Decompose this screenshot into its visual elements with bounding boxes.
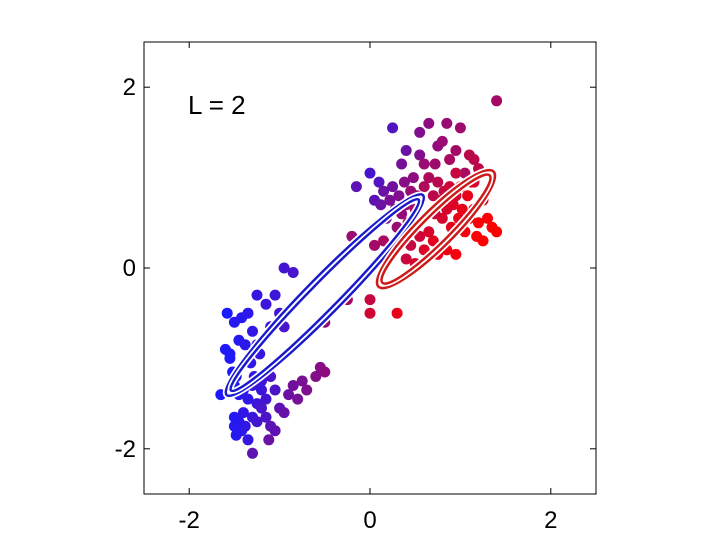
- x-tick-label: 0: [363, 507, 376, 534]
- data-point: [378, 185, 390, 197]
- data-point: [450, 248, 462, 260]
- data-point: [278, 407, 290, 419]
- component-ellipse: [380, 173, 492, 285]
- data-point: [251, 416, 263, 428]
- data-point: [378, 235, 390, 247]
- data-point: [423, 172, 435, 184]
- data-point: [247, 447, 258, 459]
- data-point: [369, 239, 380, 251]
- data-point: [477, 235, 489, 247]
- data-point: [239, 339, 251, 351]
- data-point: [260, 393, 272, 405]
- data-point: [242, 393, 254, 405]
- data-point: [375, 199, 387, 211]
- data-point: [287, 380, 299, 391]
- data-point: [447, 199, 459, 211]
- data-point: [256, 384, 267, 396]
- y-tick-label: 2: [123, 74, 136, 101]
- data-point: [269, 425, 281, 437]
- tick-layer: -2 0 2 -2 0 2: [115, 42, 596, 534]
- y-tick-label: 0: [123, 255, 136, 282]
- data-point: [260, 411, 272, 423]
- data-point: [239, 420, 251, 432]
- data-point: [319, 366, 331, 378]
- data-point: [454, 122, 466, 134]
- data-point: [418, 158, 430, 170]
- data-point: [491, 95, 503, 107]
- data-point: [468, 154, 480, 165]
- data-point: [432, 176, 444, 188]
- data-point: [423, 226, 435, 238]
- annotation-label: L = 2: [188, 90, 246, 120]
- data-point: [247, 325, 258, 337]
- data-point: [441, 117, 453, 129]
- data-point: [221, 307, 233, 319]
- data-point: [393, 190, 405, 202]
- data-point: [224, 348, 236, 360]
- data-point: [263, 434, 275, 446]
- data-point: [287, 267, 299, 278]
- data-point: [444, 154, 456, 165]
- data-point: [482, 212, 493, 224]
- data-point: [301, 384, 313, 396]
- data-point: [278, 262, 290, 274]
- data-point: [350, 181, 362, 193]
- component-ellipse: [224, 193, 426, 398]
- data-point: [364, 294, 376, 306]
- component-ellipse: [375, 168, 497, 290]
- data-point: [462, 190, 474, 202]
- data-point: [391, 307, 403, 319]
- data-point: [364, 307, 376, 319]
- data-point: [414, 230, 426, 242]
- data-point: [436, 212, 448, 224]
- data-point: [427, 235, 439, 247]
- data-point: [398, 176, 410, 188]
- data-point: [456, 203, 468, 215]
- data-point: [260, 298, 272, 310]
- data-point: [242, 434, 254, 446]
- ellipse-layer: [222, 167, 498, 399]
- data-point: [418, 181, 430, 193]
- data-point: [400, 145, 412, 156]
- data-point: [414, 126, 426, 138]
- data-point: [436, 135, 448, 147]
- data-point: [414, 149, 426, 161]
- data-point: [387, 181, 399, 193]
- data-point: [396, 158, 408, 170]
- data-point: [292, 393, 304, 405]
- x-tick-label: 2: [544, 507, 557, 534]
- data-point: [256, 402, 267, 414]
- data-point: [491, 226, 503, 238]
- data-point: [296, 375, 308, 387]
- data-point: [473, 217, 484, 229]
- data-point: [237, 407, 249, 419]
- data-point: [373, 176, 385, 188]
- data-point: [251, 289, 263, 301]
- data-point: [450, 167, 462, 179]
- data-point: [400, 253, 412, 265]
- y-tick-label: -2: [115, 436, 136, 463]
- data-point: [384, 194, 396, 206]
- data-point: [450, 145, 462, 156]
- data-point: [310, 371, 322, 382]
- data-point: [423, 117, 435, 129]
- component-ellipse: [229, 197, 421, 393]
- data-point: [364, 167, 376, 179]
- data-point: [429, 158, 441, 170]
- data-point: [242, 307, 254, 319]
- data-point: [269, 289, 281, 301]
- data-point: [407, 172, 419, 184]
- x-tick-label: -2: [179, 507, 200, 534]
- data-point: [387, 122, 399, 134]
- data-point: [269, 384, 281, 396]
- data-point: [283, 389, 295, 401]
